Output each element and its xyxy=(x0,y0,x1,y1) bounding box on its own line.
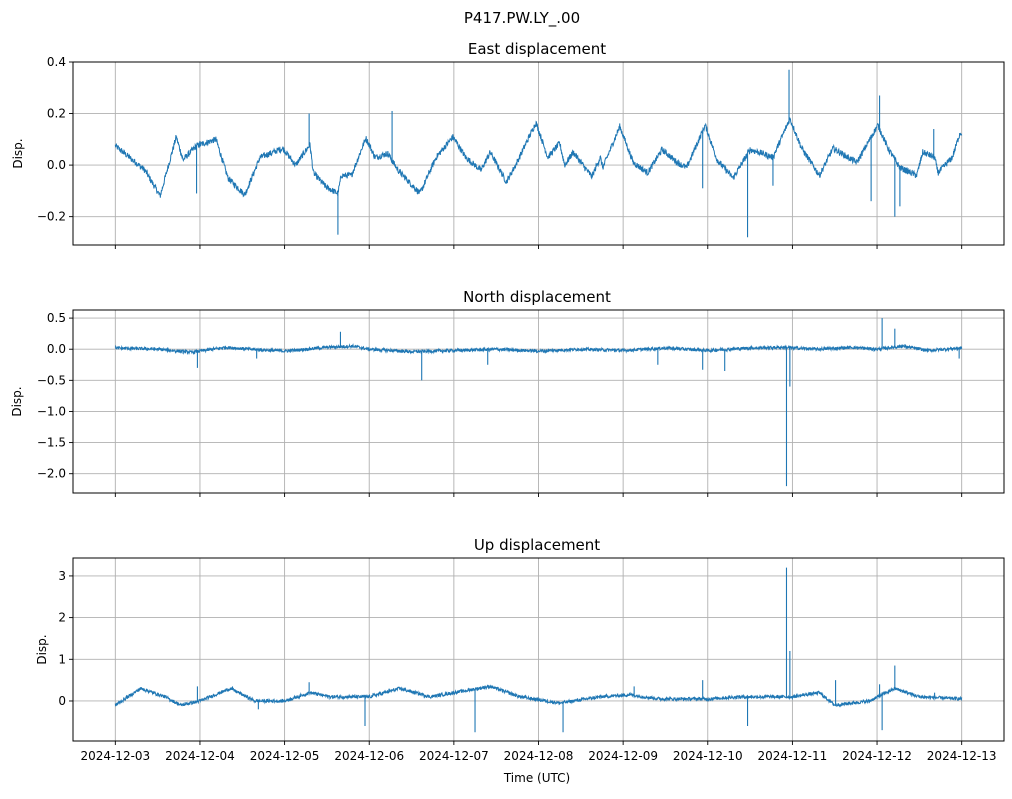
panel-up: 2024-12-03 2024-12-04 2024-12-05 2024-12-06… xyxy=(35,536,1005,763)
x-tick-label: 2024-12-07 xyxy=(419,749,489,763)
panel-north: −2.0 −1.5 −1.0 −0.5 0.0 0.5 North displacement… xyxy=(10,288,1005,497)
x-tick-label: 2024-12-09 xyxy=(588,749,658,763)
panel-title: North displacement xyxy=(463,288,611,306)
y-tick-label: 0 xyxy=(58,694,66,708)
y-axis-label: Disp. xyxy=(11,138,25,168)
y-tick-label: −0.5 xyxy=(37,373,66,387)
y-tick-label: −1.5 xyxy=(37,436,66,450)
y-axis-label: Disp. xyxy=(10,386,24,416)
figure-title: P417.PW.LY_.00 xyxy=(464,9,580,28)
y-axis-label: Disp. xyxy=(35,634,49,664)
x-tick-label: 2024-12-12 xyxy=(842,749,912,763)
x-tick-label: 2024-12-05 xyxy=(250,749,320,763)
series-line xyxy=(114,684,963,708)
series-line xyxy=(114,117,963,198)
axes-frame xyxy=(72,557,1005,742)
x-axis-label: Time (UTC) xyxy=(503,771,570,785)
x-tick-label: 2024-12-06 xyxy=(334,749,404,763)
panel-title: East displacement xyxy=(468,40,606,58)
panel-title: Up displacement xyxy=(474,536,600,554)
y-tick-label: 0.2 xyxy=(47,107,66,121)
y-tick-label: 0.0 xyxy=(47,158,66,172)
series-line xyxy=(114,343,963,356)
y-tick-label: 2 xyxy=(58,611,66,625)
x-tick-label: 2024-12-08 xyxy=(504,749,574,763)
y-tick-label: 0.0 xyxy=(47,342,66,356)
x-tick-label: 2024-12-10 xyxy=(673,749,743,763)
y-tick-label: −1.0 xyxy=(37,404,66,418)
axes-frame xyxy=(72,309,1005,494)
y-tick-label: −0.2 xyxy=(37,210,66,224)
x-tick-label: 2024-12-13 xyxy=(927,749,997,763)
y-tick-label: −2.0 xyxy=(37,467,66,481)
x-tick-label: 2024-12-11 xyxy=(758,749,828,763)
y-tick-label: 1 xyxy=(58,652,66,666)
y-tick-label: 3 xyxy=(58,569,66,583)
y-tick-label: 0.5 xyxy=(47,311,66,325)
y-tick-label: 0.4 xyxy=(47,55,66,69)
axes-frame xyxy=(72,61,1005,246)
x-tick-label: 2024-12-03 xyxy=(80,749,150,763)
x-tick-label: 2024-12-04 xyxy=(165,749,235,763)
panel-east: −0.2 0.0 0.2 0.4 East displacement Disp. xyxy=(11,40,1005,249)
